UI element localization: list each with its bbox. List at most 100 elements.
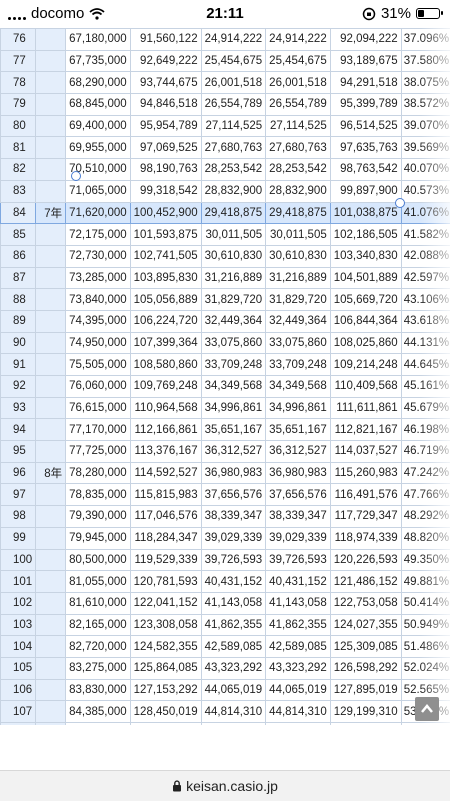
row-number-cell: 91 (1, 354, 36, 376)
percent-cell: 41.582% (401, 224, 450, 246)
row-number-cell: 93 (1, 397, 36, 419)
percent-cell: 37.580% (401, 50, 450, 72)
percent-cell: 51.486% (401, 636, 450, 658)
value-cell-5: 114,037,527 (330, 441, 401, 463)
value-cell-5: 124,027,355 (330, 614, 401, 636)
year-cell (36, 506, 66, 528)
value-cell-1: 84,385,000 (66, 701, 131, 723)
value-cell-2: 129,754,310 (130, 723, 201, 726)
value-cell-4: 41,143,058 (266, 592, 331, 614)
browser-address-bar[interactable]: keisan.casio.jp (0, 770, 450, 801)
value-cell-4: 27,114,525 (266, 115, 331, 137)
selection-handle-start[interactable] (71, 171, 81, 181)
value-cell-1: 74,950,000 (66, 332, 131, 354)
value-cell-4: 36,312,527 (266, 441, 331, 463)
value-cell-5: 95,399,789 (330, 94, 401, 116)
row-number-cell: 78 (1, 72, 36, 94)
value-cell-3: 45,571,210 (201, 723, 266, 726)
table-row: 1089年84,940,000129,754,31045,571,21045,5… (1, 723, 450, 726)
year-cell (36, 376, 66, 398)
value-cell-2: 92,649,222 (130, 50, 201, 72)
value-cell-2: 124,582,355 (130, 636, 201, 658)
value-cell-2: 119,529,339 (130, 549, 201, 571)
value-cell-1: 83,275,000 (66, 657, 131, 679)
row-number-cell: 104 (1, 636, 36, 658)
value-cell-1: 76,615,000 (66, 397, 131, 419)
value-cell-4: 30,610,830 (266, 245, 331, 267)
percent-cell: 47.766% (401, 484, 450, 506)
value-cell-1: 75,505,000 (66, 354, 131, 376)
value-cell-2: 113,376,167 (130, 441, 201, 463)
value-cell-3: 34,996,861 (201, 397, 266, 419)
value-cell-1: 69,400,000 (66, 115, 131, 137)
value-cell-1: 82,165,000 (66, 614, 131, 636)
year-cell: 9年 (36, 723, 66, 726)
value-cell-3: 33,709,248 (201, 354, 266, 376)
value-cell-4: 26,554,789 (266, 94, 331, 116)
row-number-cell: 81 (1, 137, 36, 159)
year-cell (36, 72, 66, 94)
value-cell-1: 79,945,000 (66, 527, 131, 549)
value-cell-3: 36,980,983 (201, 462, 266, 484)
value-cell-3: 28,253,542 (201, 159, 266, 181)
value-cell-2: 118,284,347 (130, 527, 201, 549)
value-cell-5: 129,199,310 (330, 701, 401, 723)
value-cell-3: 27,114,525 (201, 115, 266, 137)
battery-fill (418, 10, 424, 17)
row-number-cell: 102 (1, 592, 36, 614)
value-cell-4: 28,253,542 (266, 159, 331, 181)
value-cell-4: 43,323,292 (266, 657, 331, 679)
value-cell-4: 25,454,675 (266, 50, 331, 72)
value-cell-2: 93,744,675 (130, 72, 201, 94)
year-cell (36, 267, 66, 289)
value-cell-5: 104,501,889 (330, 267, 401, 289)
value-cell-1: 76,060,000 (66, 376, 131, 398)
value-cell-3: 31,829,720 (201, 289, 266, 311)
percent-cell: 42.088% (401, 245, 450, 267)
orientation-lock-icon (362, 7, 376, 21)
percent-cell: 43.106% (401, 289, 450, 311)
year-cell (36, 310, 66, 332)
value-cell-2: 107,399,364 (130, 332, 201, 354)
value-cell-3: 41,862,355 (201, 614, 266, 636)
value-cell-2: 115,815,983 (130, 484, 201, 506)
value-cell-2: 123,308,058 (130, 614, 201, 636)
year-cell (36, 159, 66, 181)
value-cell-5: 118,974,339 (330, 527, 401, 549)
value-cell-4: 28,832,900 (266, 180, 331, 202)
value-cell-1: 67,180,000 (66, 29, 131, 51)
year-cell (36, 332, 66, 354)
value-cell-2: 110,964,568 (130, 397, 201, 419)
row-number-cell: 82 (1, 159, 36, 181)
year-cell (36, 484, 66, 506)
selection-handle-end[interactable] (395, 198, 405, 208)
year-cell: 7年 (36, 202, 66, 224)
value-cell-4: 44,065,019 (266, 679, 331, 701)
row-number-cell: 94 (1, 419, 36, 441)
scroll-to-top-button[interactable] (415, 697, 439, 721)
row-number-cell: 86 (1, 245, 36, 267)
value-cell-5: 92,094,222 (330, 29, 401, 51)
row-number-cell: 85 (1, 224, 36, 246)
value-cell-4: 38,339,347 (266, 506, 331, 528)
year-cell (36, 527, 66, 549)
value-cell-2: 109,769,248 (130, 376, 201, 398)
value-cell-3: 43,323,292 (201, 657, 266, 679)
value-cell-2: 122,041,152 (130, 592, 201, 614)
value-cell-5: 102,186,505 (330, 224, 401, 246)
value-cell-5: 117,729,347 (330, 506, 401, 528)
year-cell (36, 657, 66, 679)
row-number-cell: 95 (1, 441, 36, 463)
